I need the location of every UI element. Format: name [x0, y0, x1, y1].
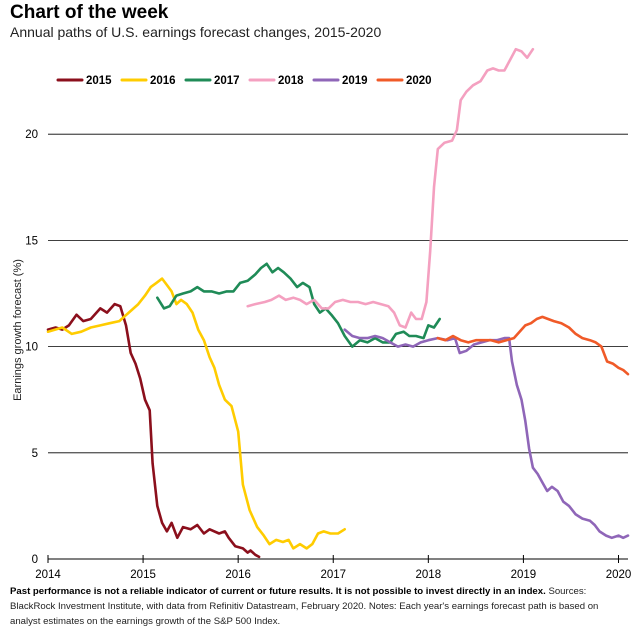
y-tick-label: 15: [25, 235, 38, 247]
y-tick-label: 20: [25, 129, 38, 141]
x-tick-label: 2019: [511, 569, 537, 580]
series-line-2018: [246, 47, 535, 329]
footnote-disclaimer: Past performance is not a reliable indic…: [10, 586, 546, 597]
legend: 2015 2016 2017 2018 2019 2020: [56, 75, 432, 87]
x-axis: 2014 2015 2016 2017 2018 2019 2020: [35, 555, 631, 580]
series-line-2017: [156, 262, 441, 348]
page-subtitle: Annual paths of U.S. earnings forecast c…: [10, 24, 382, 40]
x-tick-label: 2018: [416, 569, 442, 580]
series-line-2015: [46, 302, 261, 559]
series-line-2020: [436, 315, 630, 376]
footnote: Past performance is not a reliable indic…: [10, 584, 628, 629]
y-tick-label: 5: [32, 448, 38, 460]
x-tick-label: 2015: [130, 569, 156, 580]
series-line-2016: [46, 277, 346, 550]
legend-label-2017: 2017: [214, 75, 240, 87]
y-tick-label: 10: [25, 342, 38, 354]
x-tick-label: 2020: [606, 569, 632, 580]
legend-label-2016: 2016: [150, 75, 176, 87]
footnote-sources: Sources: BlackRock Investment Institute,…: [10, 586, 599, 627]
legend-label-2020: 2020: [406, 75, 432, 87]
legend-label-2019: 2019: [342, 75, 368, 87]
x-tick-label: 2017: [320, 569, 346, 580]
y-axis-label: Earnings growth forecast (%): [12, 259, 24, 401]
y-axis: 0 5 10 15 20: [25, 129, 38, 566]
page-title: Chart of the week: [10, 2, 169, 23]
series-line-2019: [343, 328, 630, 540]
series-lines: [46, 47, 630, 559]
y-tick-label: 0: [32, 554, 38, 566]
chart: 2014 2015 2016 2017 2018 2019 2020 0 5 10 15 20 20…: [12, 47, 631, 580]
legend-label-2018: 2018: [278, 75, 304, 87]
gridlines: [48, 133, 628, 454]
x-tick-label: 2014: [35, 569, 61, 580]
x-tick-label: 2016: [225, 569, 251, 580]
legend-label-2015: 2015: [86, 75, 112, 87]
